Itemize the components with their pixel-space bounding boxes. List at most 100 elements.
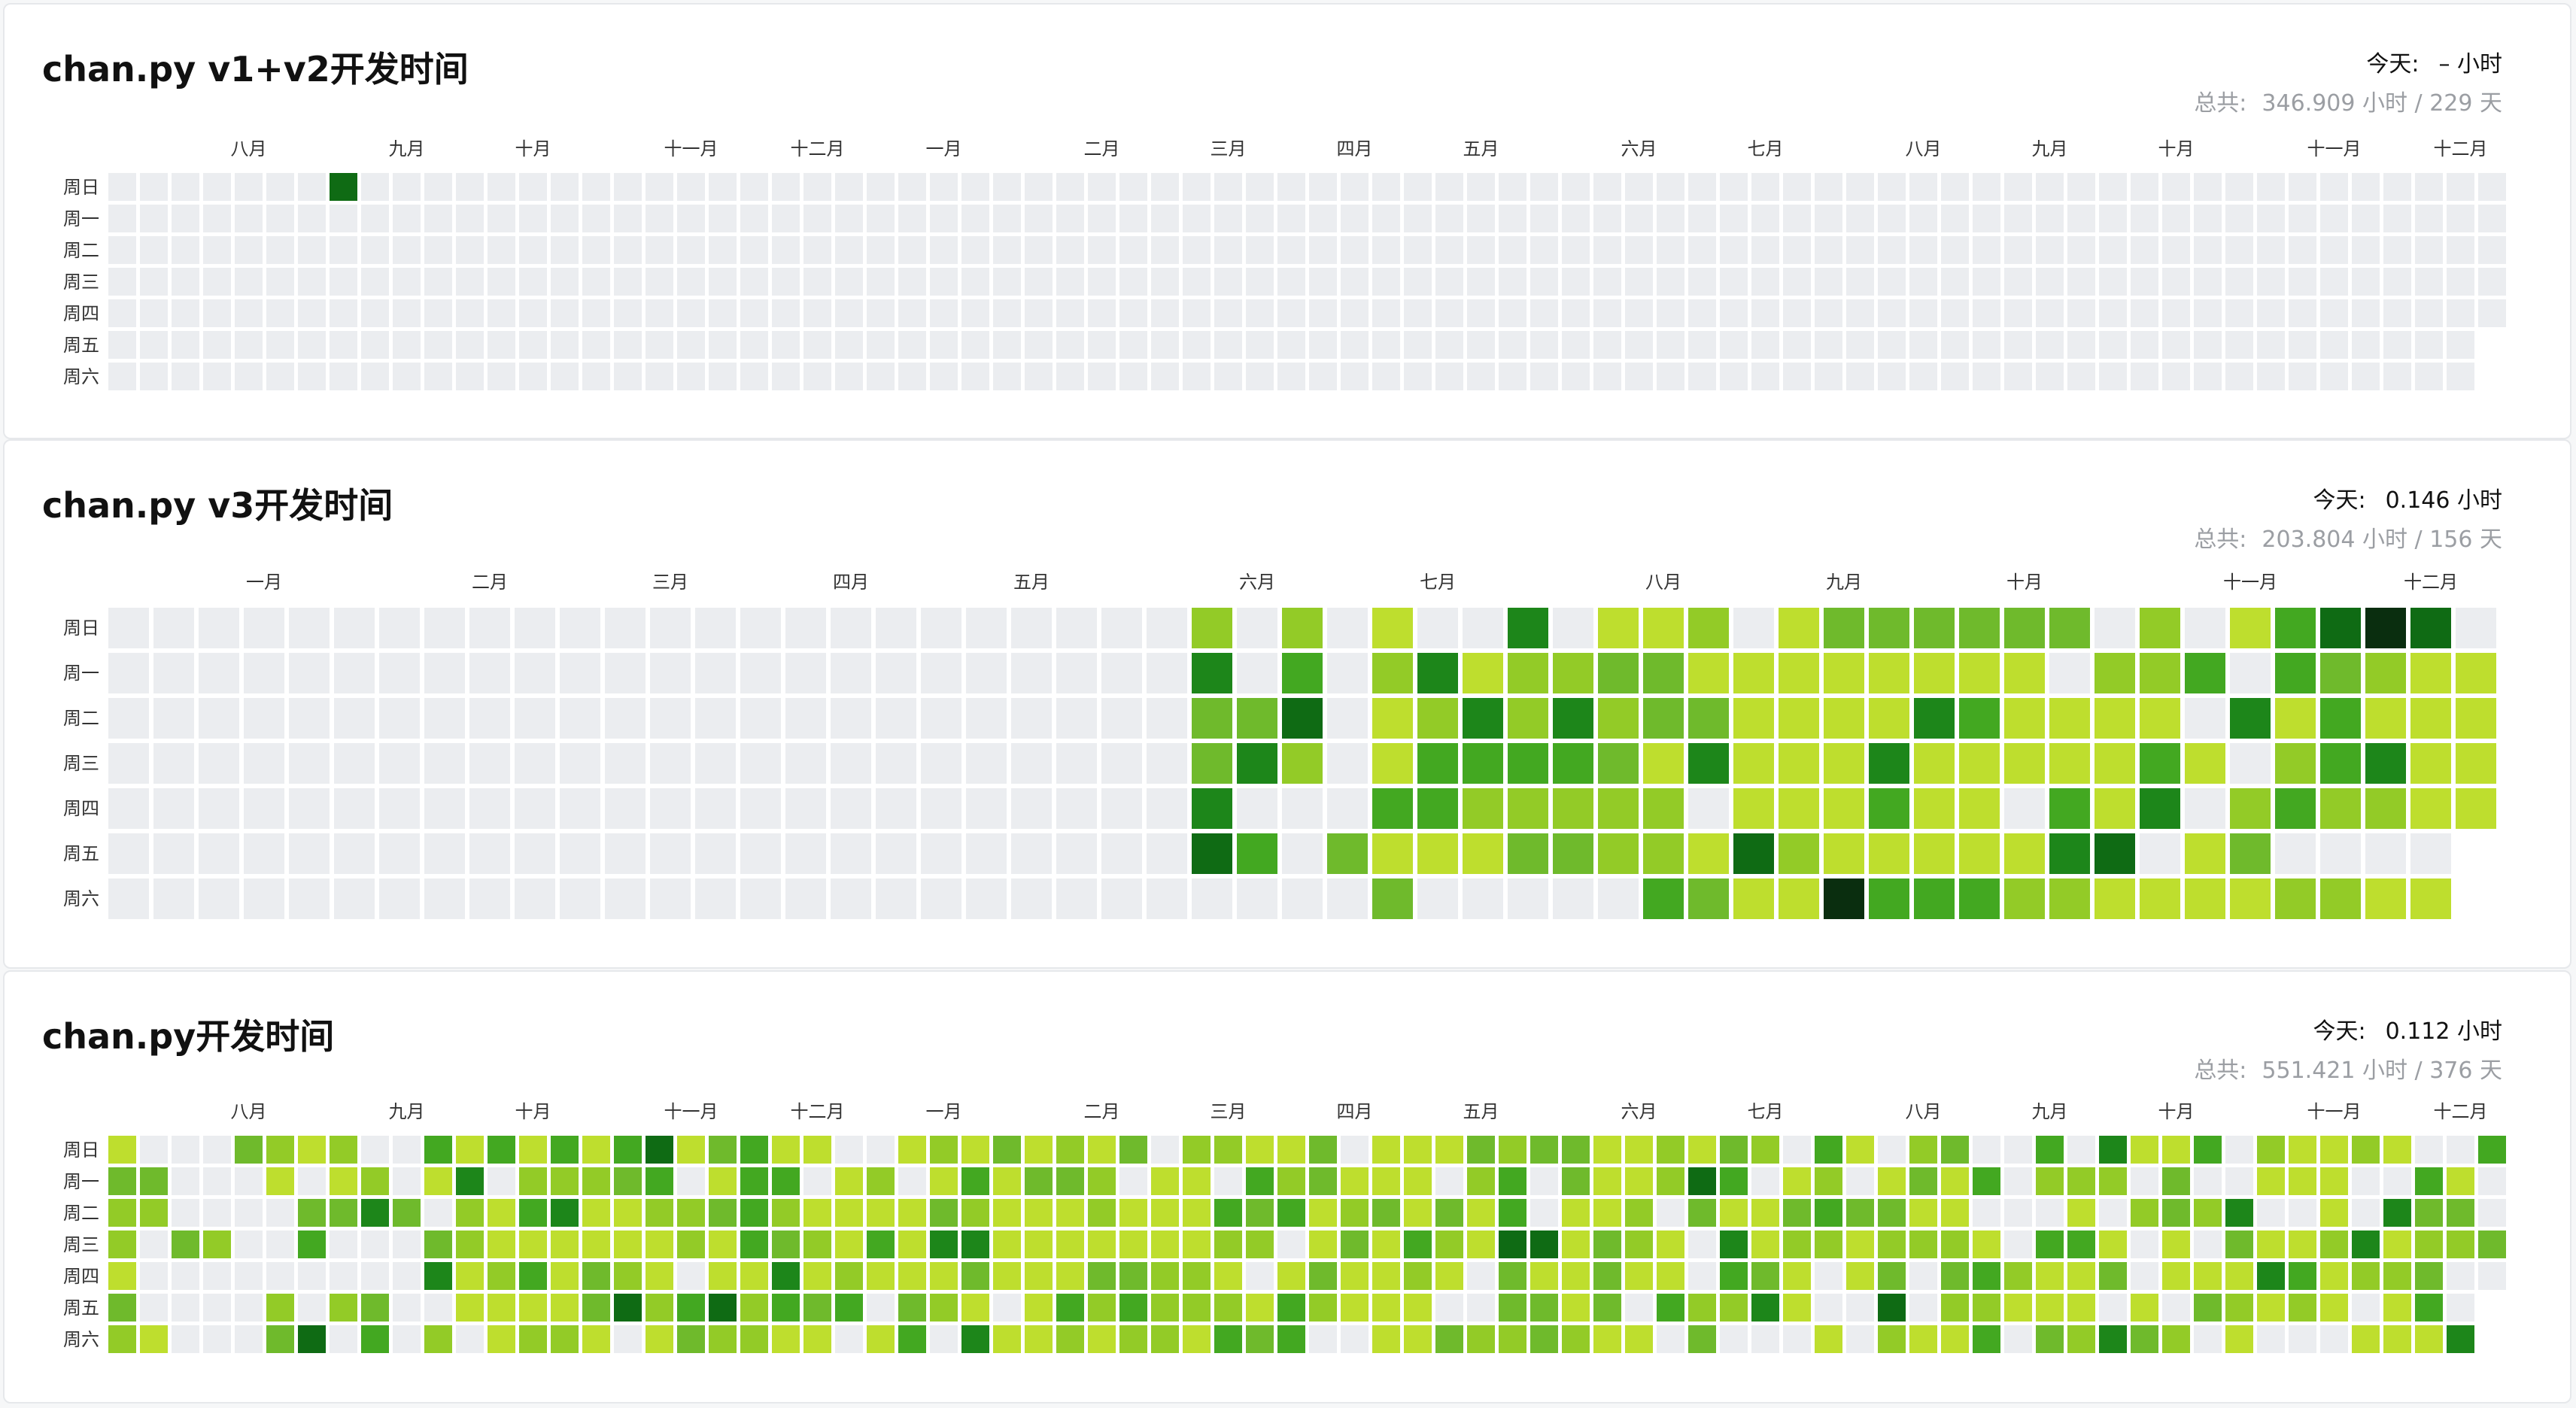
day-cell[interactable] [1973, 1136, 2000, 1164]
day-cell[interactable] [2320, 1262, 2348, 1290]
day-cell[interactable] [1011, 608, 1052, 648]
day-cell[interactable] [172, 236, 199, 264]
day-cell[interactable] [2289, 205, 2316, 232]
day-cell[interactable] [108, 1230, 136, 1258]
day-cell[interactable] [2099, 299, 2127, 327]
day-cell[interactable] [424, 173, 452, 201]
day-cell[interactable] [456, 236, 484, 264]
day-cell[interactable] [424, 1199, 452, 1227]
day-cell[interactable] [740, 788, 781, 829]
day-cell[interactable] [2257, 1136, 2285, 1164]
day-cell[interactable] [695, 608, 736, 648]
day-cell[interactable] [2383, 236, 2411, 264]
day-cell[interactable] [172, 363, 199, 390]
day-cell[interactable] [2099, 236, 2127, 264]
day-cell[interactable] [867, 1167, 895, 1195]
day-cell[interactable] [709, 1136, 737, 1164]
day-cell[interactable] [1341, 299, 1368, 327]
day-cell[interactable] [772, 1199, 800, 1227]
day-cell[interactable] [2185, 698, 2225, 739]
day-cell[interactable] [867, 363, 895, 390]
day-cell[interactable] [2067, 363, 2095, 390]
day-cell[interactable] [898, 299, 926, 327]
day-cell[interactable] [2257, 331, 2285, 359]
day-cell[interactable] [2004, 1294, 2032, 1322]
day-cell[interactable] [1598, 878, 1639, 919]
day-cell[interactable] [2194, 1199, 2222, 1227]
day-cell[interactable] [2162, 173, 2190, 201]
day-cell[interactable] [1435, 1199, 1463, 1227]
day-cell[interactable] [1309, 1199, 1337, 1227]
day-cell[interactable] [488, 1199, 515, 1227]
day-cell[interactable] [646, 331, 673, 359]
day-cell[interactable] [876, 743, 916, 784]
day-cell[interactable] [2410, 653, 2451, 693]
day-cell[interactable] [488, 1262, 515, 1290]
day-cell[interactable] [235, 331, 263, 359]
day-cell[interactable] [2478, 1136, 2506, 1164]
day-cell[interactable] [876, 788, 916, 829]
day-cell[interactable] [1237, 878, 1277, 919]
day-cell[interactable] [1783, 1136, 1811, 1164]
day-cell[interactable] [1183, 1199, 1211, 1227]
day-cell[interactable] [1025, 299, 1053, 327]
day-cell[interactable] [172, 1294, 199, 1322]
day-cell[interactable] [1914, 653, 1955, 693]
day-cell[interactable] [1688, 1167, 1716, 1195]
day-cell[interactable] [1192, 608, 1232, 648]
day-cell[interactable] [2447, 236, 2474, 264]
day-cell[interactable] [614, 299, 642, 327]
day-cell[interactable] [1417, 608, 1458, 648]
day-cell[interactable] [361, 299, 389, 327]
day-cell[interactable] [1183, 236, 1211, 264]
day-cell[interactable] [2289, 236, 2316, 264]
day-cell[interactable] [2447, 299, 2474, 327]
day-cell[interactable] [582, 331, 610, 359]
day-cell[interactable] [456, 1199, 484, 1227]
day-cell[interactable] [1088, 1262, 1116, 1290]
day-cell[interactable] [1815, 1167, 1842, 1195]
day-cell[interactable] [1973, 1230, 2000, 1258]
day-cell[interactable] [2352, 1199, 2380, 1227]
day-cell[interactable] [605, 743, 646, 784]
day-cell[interactable] [153, 833, 194, 874]
day-cell[interactable] [1192, 698, 1232, 739]
day-cell[interactable] [1192, 743, 1232, 784]
day-cell[interactable] [2131, 173, 2158, 201]
day-cell[interactable] [1625, 1167, 1653, 1195]
day-cell[interactable] [1463, 833, 1503, 874]
day-cell[interactable] [1869, 788, 1909, 829]
day-cell[interactable] [2415, 1230, 2443, 1258]
day-cell[interactable] [677, 173, 705, 201]
day-cell[interactable] [2067, 1199, 2095, 1227]
day-cell[interactable] [876, 878, 916, 919]
day-cell[interactable] [1530, 1325, 1558, 1353]
day-cell[interactable] [1625, 1136, 1653, 1164]
day-cell[interactable] [2447, 173, 2474, 201]
day-cell[interactable] [1657, 363, 1684, 390]
day-cell[interactable] [605, 788, 646, 829]
day-cell[interactable] [1941, 363, 1969, 390]
day-cell[interactable] [1011, 698, 1052, 739]
day-cell[interactable] [2447, 1262, 2474, 1290]
day-cell[interactable] [266, 363, 294, 390]
day-cell[interactable] [930, 1294, 958, 1322]
day-cell[interactable] [1824, 743, 1864, 784]
day-cell[interactable] [140, 1167, 168, 1195]
day-cell[interactable] [898, 173, 926, 201]
day-cell[interactable] [361, 173, 389, 201]
day-cell[interactable] [2095, 698, 2135, 739]
day-cell[interactable] [424, 268, 452, 296]
day-cell[interactable] [1404, 331, 1432, 359]
day-cell[interactable] [140, 1199, 168, 1227]
day-cell[interactable] [2194, 1325, 2222, 1353]
day-cell[interactable] [488, 236, 515, 264]
day-cell[interactable] [961, 1136, 989, 1164]
day-cell[interactable] [1688, 1199, 1716, 1227]
day-cell[interactable] [2162, 1325, 2190, 1353]
day-cell[interactable] [1598, 788, 1639, 829]
day-cell[interactable] [2447, 1136, 2474, 1164]
day-cell[interactable] [2365, 698, 2406, 739]
day-cell[interactable] [1815, 331, 1842, 359]
day-cell[interactable] [2230, 653, 2271, 693]
